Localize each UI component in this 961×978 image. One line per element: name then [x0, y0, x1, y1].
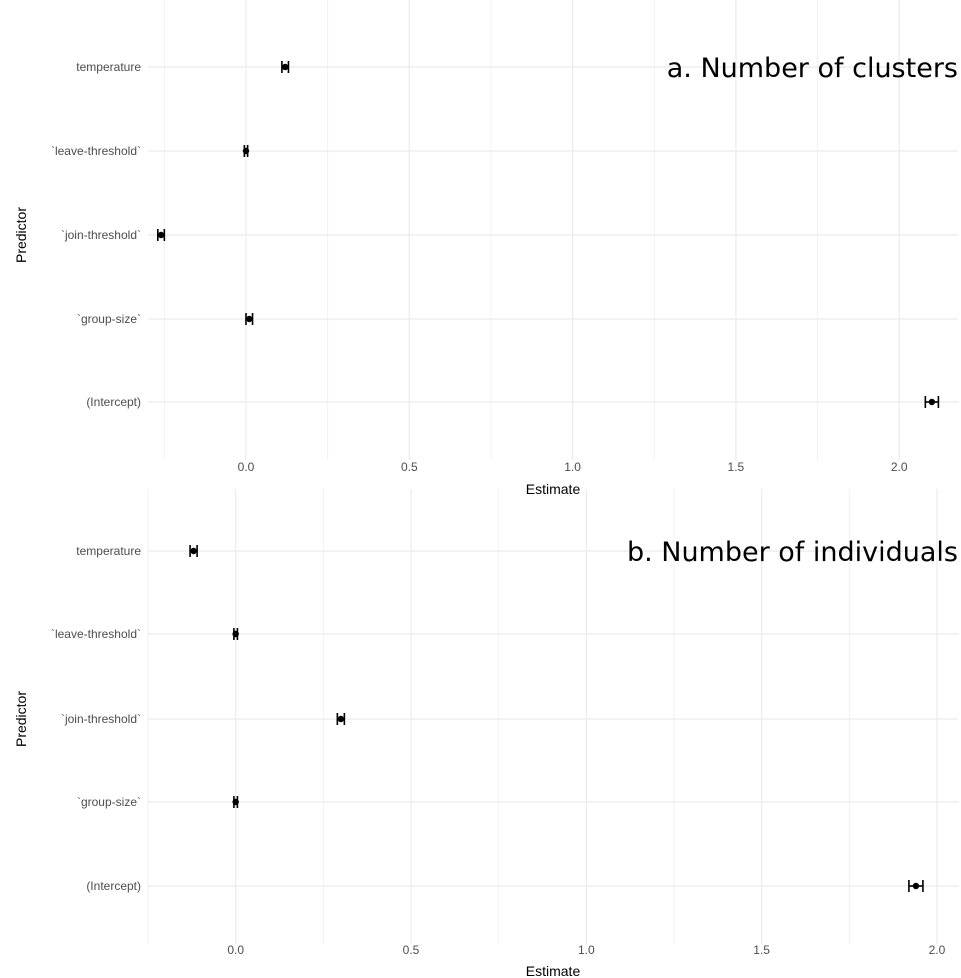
x-tick-label: 1.5 [753, 943, 770, 957]
x-axis-title: Estimate [526, 963, 581, 978]
panel-a-number-of-clusters: 0.0 0.5 1.0 1.5 2.0 temperature `leave-thresho… [13, 0, 958, 497]
chart-b-svg: 0.0 0.5 1.0 1.5 2.0 temperature `leave-thresho… [13, 489, 958, 978]
x-axis-title: Estimate [526, 481, 581, 497]
x-tick-label: 1.0 [578, 943, 595, 957]
chart-a-svg: 0.0 0.5 1.0 1.5 2.0 temperature `leave-thresho… [13, 0, 958, 497]
data-point [232, 630, 239, 638]
x-tick-label: 0.5 [403, 943, 420, 957]
data-point [281, 63, 289, 71]
chart-title: b. Number of individuals [627, 537, 958, 568]
y-tick-label: temperature [76, 544, 141, 558]
y-tick-label: `group-size` [77, 795, 141, 809]
chart-title: a. Number of clusters [667, 53, 958, 84]
x-tick-label: 1.0 [564, 460, 581, 474]
data-point [337, 715, 345, 723]
panel-b-number-of-individuals: 0.0 0.5 1.0 1.5 2.0 temperature `leave-thresho… [0, 489, 961, 978]
y-tick-label: temperature [76, 60, 141, 74]
y-tick-label: `group-size` [77, 312, 141, 326]
y-tick-label: `leave-threshold` [51, 627, 141, 641]
data-point [912, 882, 920, 890]
x-tick-label: 0.5 [401, 460, 418, 474]
y-tick-label: (Intercept) [86, 879, 141, 893]
x-tick-label: 0.0 [238, 460, 255, 474]
x-tick-label: 0.0 [227, 943, 244, 957]
x-tick-label: 2.0 [891, 460, 908, 474]
data-point [246, 315, 253, 323]
data-point [232, 798, 239, 806]
y-axis-title: Predictor [13, 207, 29, 263]
data-point [157, 231, 165, 239]
y-tick-label: `join-threshold` [61, 712, 141, 726]
x-tick-label: 2.0 [929, 943, 946, 957]
y-tick-label: `join-threshold` [61, 228, 141, 242]
data-point [190, 547, 197, 555]
data-point [928, 398, 936, 406]
y-axis-title: Predictor [13, 691, 29, 747]
y-tick-label: (Intercept) [86, 395, 141, 409]
x-tick-label: 1.5 [728, 460, 745, 474]
data-point [242, 147, 250, 155]
y-tick-label: `leave-threshold` [51, 144, 141, 158]
